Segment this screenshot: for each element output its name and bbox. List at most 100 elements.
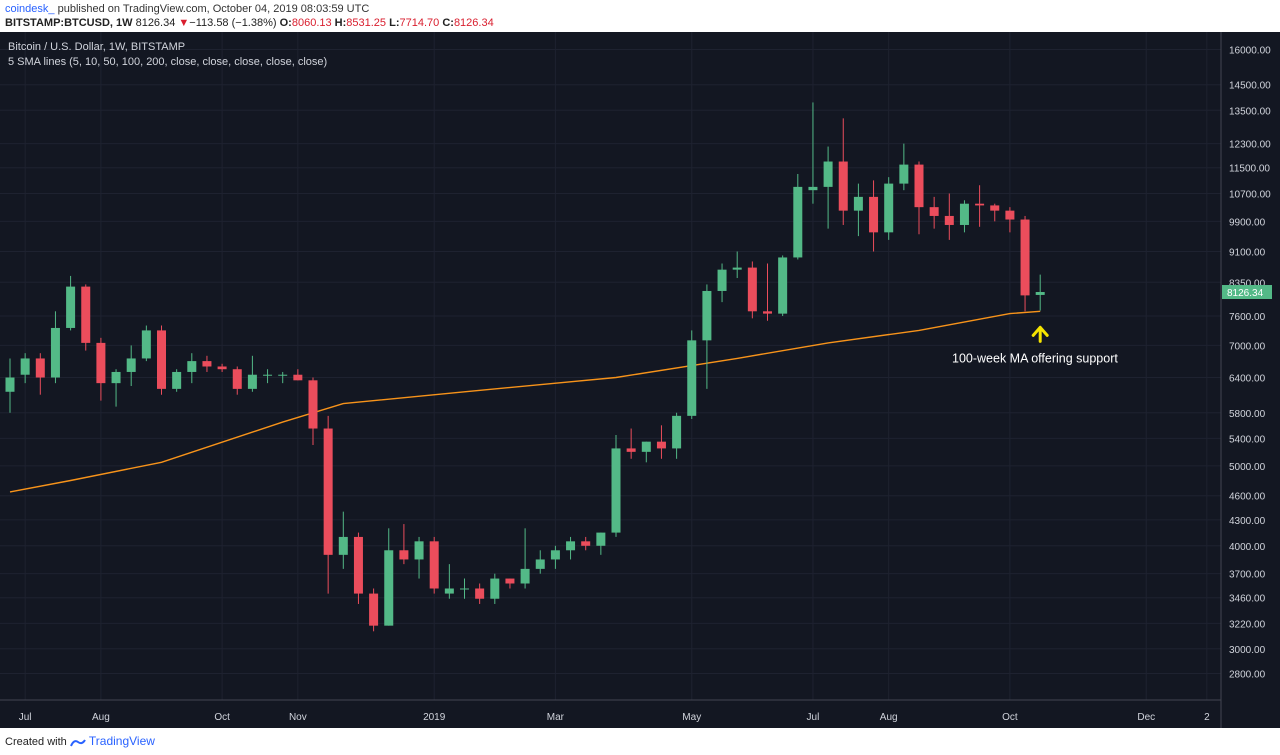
candle-body bbox=[793, 186, 803, 258]
x-tick-label: Oct bbox=[1002, 712, 1018, 723]
y-tick-label: 12300.00 bbox=[1229, 140, 1271, 151]
x-tick-label: Aug bbox=[92, 712, 110, 723]
candle-body bbox=[66, 286, 76, 328]
x-tick-label: 2019 bbox=[423, 712, 446, 723]
candle bbox=[853, 183, 863, 237]
last-price-badge-label: 8126.34 bbox=[1227, 288, 1264, 299]
x-tick-label: 2 bbox=[1204, 712, 1210, 723]
footer: Created with TradingView bbox=[5, 734, 155, 748]
candle-body bbox=[1020, 219, 1030, 296]
high-label: H: bbox=[334, 17, 347, 29]
candle bbox=[1020, 215, 1030, 312]
x-tick-label: Jul bbox=[807, 712, 820, 723]
candle bbox=[611, 435, 621, 537]
ohlc-bar: BITSTAMP:BTCUSD, 1W 8126.34 ▼−113.58 (−1… bbox=[5, 17, 494, 29]
candle bbox=[308, 377, 318, 446]
y-tick-label: 13500.00 bbox=[1229, 106, 1271, 117]
candle bbox=[793, 173, 803, 260]
published-text: published on TradingView.com, October 04… bbox=[57, 3, 370, 15]
tradingview-brand-link[interactable]: TradingView bbox=[88, 734, 155, 748]
chart-panel[interactable]: 16000.00 14500.00 13500.00 12300.00 11500.00… bbox=[0, 32, 1280, 728]
candle bbox=[535, 550, 545, 574]
x-tick-label: Dec bbox=[1137, 712, 1155, 723]
y-tick-label: 14500.00 bbox=[1229, 81, 1271, 92]
candle-body bbox=[20, 358, 30, 375]
candle bbox=[232, 366, 242, 395]
candle bbox=[202, 355, 212, 372]
candle-body bbox=[763, 311, 772, 314]
y-tick-label: 16000.00 bbox=[1229, 45, 1271, 56]
candle-body bbox=[323, 428, 333, 555]
created-with-text: Created with bbox=[5, 736, 67, 748]
symbol-label: BITSTAMP:BTCUSD, 1W bbox=[5, 17, 133, 29]
annotation-arrow-icon bbox=[1031, 325, 1049, 343]
candle-body bbox=[702, 290, 712, 341]
candle bbox=[687, 330, 697, 419]
candle-body bbox=[823, 161, 833, 187]
candle-body bbox=[641, 441, 651, 452]
candle-body bbox=[990, 205, 1000, 211]
candle bbox=[172, 369, 182, 392]
candle-body bbox=[717, 269, 727, 291]
candle bbox=[959, 200, 969, 233]
candle bbox=[520, 528, 530, 589]
candle-body bbox=[338, 536, 348, 555]
candle bbox=[899, 143, 909, 191]
candle-body bbox=[202, 361, 212, 367]
candle-body bbox=[929, 207, 939, 216]
candle-body bbox=[672, 415, 682, 449]
y-tick-label: 7000.00 bbox=[1229, 341, 1266, 352]
candle-body bbox=[460, 588, 469, 590]
candle-body bbox=[187, 361, 197, 372]
y-tick-label: 11500.00 bbox=[1229, 164, 1270, 175]
candle bbox=[5, 358, 15, 413]
candle bbox=[596, 532, 606, 555]
candle-body bbox=[263, 374, 273, 376]
candle-body bbox=[126, 358, 136, 372]
time-axis: Jul Aug Oct Nov 2019 Mar May Jul Aug Oct Dec 2 bbox=[0, 699, 1221, 723]
candle bbox=[217, 363, 227, 372]
candle-body bbox=[1005, 210, 1015, 220]
candle bbox=[717, 263, 727, 303]
candle bbox=[81, 284, 91, 351]
candle bbox=[35, 353, 45, 395]
candle-body bbox=[581, 541, 591, 546]
candle bbox=[1035, 274, 1045, 311]
y-tick-label: 3220.00 bbox=[1229, 619, 1266, 630]
candle-body bbox=[475, 588, 485, 599]
candle-body bbox=[399, 550, 409, 560]
candle bbox=[157, 325, 166, 395]
candle bbox=[747, 261, 757, 319]
chart-grid bbox=[0, 32, 1221, 700]
candle bbox=[141, 325, 151, 362]
candle bbox=[50, 311, 60, 384]
candle-body bbox=[308, 380, 318, 429]
candle bbox=[869, 180, 879, 252]
low-label: L: bbox=[389, 17, 400, 29]
candle bbox=[763, 263, 772, 321]
candle bbox=[126, 345, 136, 386]
candle bbox=[66, 275, 76, 331]
publisher-link[interactable]: coindesk_ bbox=[5, 3, 55, 15]
candle bbox=[884, 177, 894, 240]
candle-body bbox=[50, 327, 60, 378]
candle bbox=[550, 545, 560, 569]
candle-body bbox=[656, 441, 666, 449]
candle-body bbox=[975, 203, 985, 206]
y-tick-label: 5800.00 bbox=[1229, 409, 1266, 420]
candle-body bbox=[611, 448, 621, 533]
candle-body bbox=[1035, 292, 1045, 295]
candle-body bbox=[157, 330, 166, 389]
y-tick-label: 5400.00 bbox=[1229, 434, 1266, 445]
candle bbox=[369, 588, 379, 632]
candle bbox=[414, 536, 424, 579]
price-chart[interactable]: 16000.00 14500.00 13500.00 12300.00 11500.00… bbox=[0, 32, 1280, 728]
candle bbox=[20, 353, 30, 384]
close-label: C: bbox=[442, 17, 454, 29]
candle-body bbox=[747, 267, 757, 312]
x-tick-label: Oct bbox=[214, 712, 230, 723]
candle-body bbox=[944, 215, 954, 225]
high-value: 8531.25 bbox=[346, 17, 387, 29]
candle bbox=[944, 193, 954, 240]
candle bbox=[838, 118, 848, 225]
